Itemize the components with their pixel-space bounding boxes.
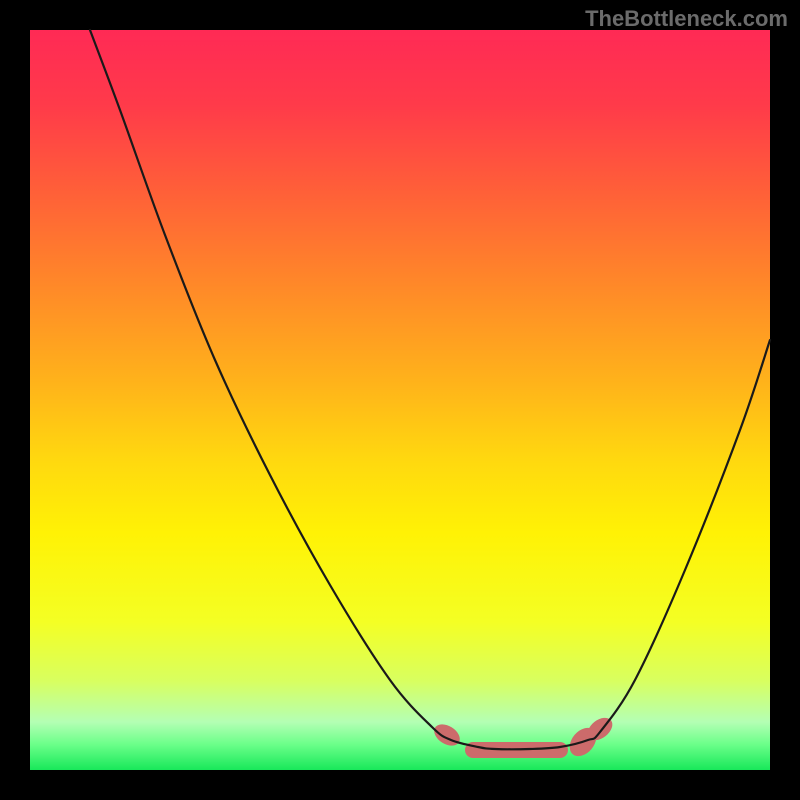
- chart-container: TheBottleneck.com: [0, 0, 800, 800]
- gradient-background: [30, 30, 770, 770]
- bottleneck-chart: [0, 0, 800, 800]
- watermark-text: TheBottleneck.com: [585, 6, 788, 32]
